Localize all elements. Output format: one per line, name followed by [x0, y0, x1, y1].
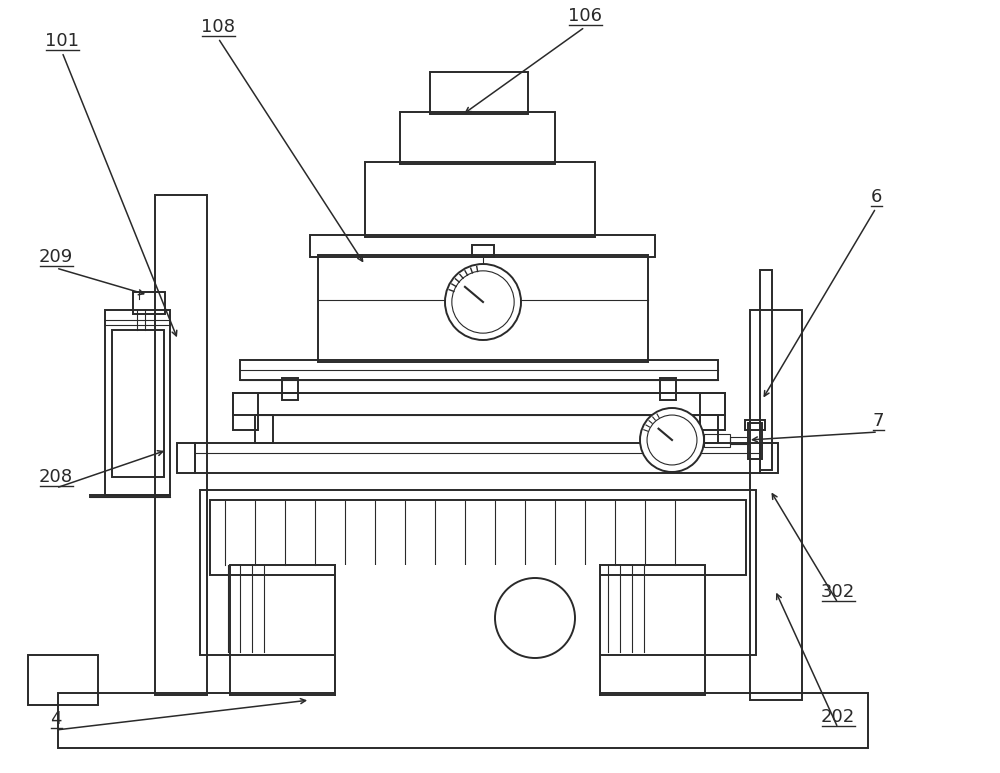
- Bar: [112, 330, 164, 477]
- Text: 202: 202: [821, 708, 855, 726]
- Bar: [28, 655, 98, 705]
- Text: 302: 302: [821, 583, 855, 601]
- Bar: [200, 490, 756, 655]
- Bar: [400, 112, 555, 164]
- Circle shape: [445, 264, 521, 340]
- Bar: [58, 693, 868, 748]
- Bar: [730, 437, 748, 444]
- Bar: [230, 565, 335, 695]
- Text: 209: 209: [39, 248, 73, 266]
- Bar: [335, 565, 600, 695]
- Bar: [133, 292, 165, 314]
- Bar: [704, 434, 730, 447]
- Circle shape: [495, 578, 575, 658]
- Text: 106: 106: [568, 7, 602, 25]
- Bar: [600, 565, 705, 695]
- Bar: [472, 245, 494, 257]
- Bar: [760, 270, 772, 470]
- Bar: [750, 310, 802, 700]
- Bar: [233, 393, 725, 415]
- Bar: [745, 420, 765, 430]
- Text: 208: 208: [39, 468, 73, 486]
- Bar: [255, 415, 273, 443]
- Bar: [430, 72, 528, 114]
- Bar: [700, 415, 718, 443]
- Bar: [282, 378, 298, 400]
- Bar: [700, 393, 725, 430]
- Text: 108: 108: [201, 18, 235, 36]
- Circle shape: [640, 408, 704, 472]
- Text: 101: 101: [45, 32, 79, 50]
- Text: 4: 4: [50, 710, 62, 728]
- Bar: [177, 443, 195, 473]
- Bar: [318, 255, 648, 362]
- Bar: [210, 500, 746, 575]
- Bar: [105, 310, 170, 495]
- Text: 6: 6: [870, 188, 882, 206]
- Bar: [240, 360, 718, 380]
- Bar: [195, 443, 760, 473]
- Bar: [310, 235, 655, 257]
- Bar: [233, 393, 258, 430]
- Bar: [660, 378, 676, 400]
- Bar: [748, 423, 762, 459]
- Bar: [365, 162, 595, 237]
- Text: 7: 7: [872, 412, 884, 430]
- Bar: [760, 443, 778, 473]
- Bar: [155, 195, 207, 695]
